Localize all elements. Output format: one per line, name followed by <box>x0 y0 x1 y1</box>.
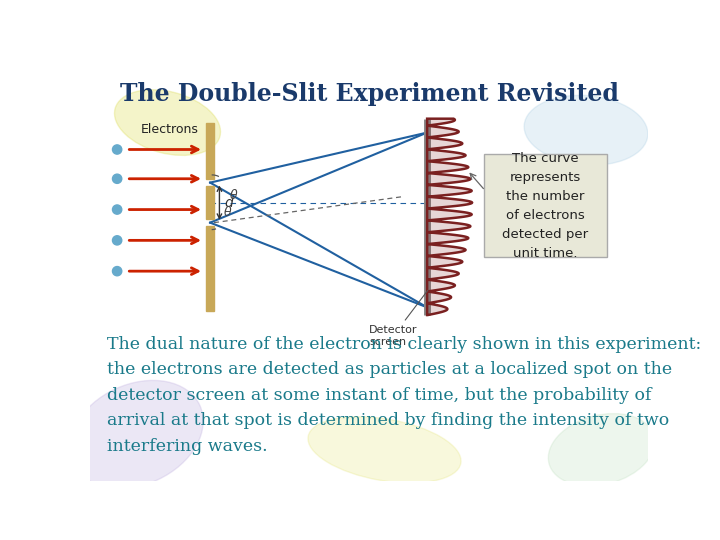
Bar <box>206 123 214 179</box>
Text: θ: θ <box>224 206 232 219</box>
Circle shape <box>112 267 122 276</box>
Circle shape <box>112 174 122 184</box>
Bar <box>206 186 214 219</box>
Circle shape <box>112 205 122 214</box>
Circle shape <box>112 236 122 245</box>
Ellipse shape <box>549 414 654 486</box>
Text: Detector
screen: Detector screen <box>369 291 428 347</box>
Circle shape <box>112 145 122 154</box>
Text: The curve
represents
the number
of electrons
detected per
unit time.: The curve represents the number of elect… <box>503 152 588 260</box>
Text: θ: θ <box>230 189 237 202</box>
Ellipse shape <box>308 417 461 483</box>
Text: The dual nature of the electron is clearly shown in this experiment:
the electro: The dual nature of the electron is clear… <box>107 336 701 455</box>
Ellipse shape <box>524 96 648 165</box>
Ellipse shape <box>70 380 203 488</box>
Bar <box>206 226 214 311</box>
Text: d: d <box>224 195 233 210</box>
Ellipse shape <box>114 90 220 156</box>
Polygon shape <box>427 119 472 315</box>
FancyBboxPatch shape <box>484 154 607 257</box>
Text: Electrons: Electrons <box>140 123 198 136</box>
Text: The Double-Slit Experiment Revisited: The Double-Slit Experiment Revisited <box>120 82 618 106</box>
